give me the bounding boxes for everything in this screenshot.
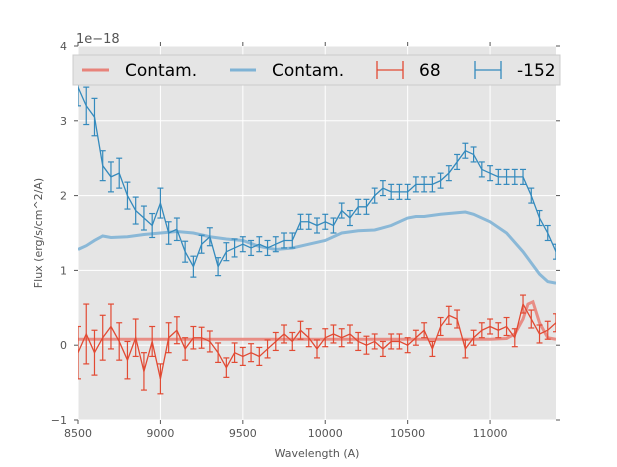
y-axis-label: Flux (erg/s/cm^2/A) <box>32 178 45 288</box>
y-tick-label: 2 <box>60 190 67 203</box>
data-line <box>78 302 556 379</box>
x-tick-label: 9000 <box>146 427 174 440</box>
data-line <box>78 86 556 269</box>
x-tick-label: 11000 <box>473 427 508 440</box>
legend-swatch-neg152 <box>474 61 502 79</box>
y-tick-label: 3 <box>60 115 67 128</box>
legend-label-68: 68 <box>419 61 441 81</box>
y-tick-label: 4 <box>60 40 67 53</box>
legend: Contam. Contam. 68 -152 <box>72 54 561 86</box>
legend-label-red-contam: Contam. <box>125 61 197 81</box>
y-tick-label: 1 <box>60 264 67 277</box>
legend-label-neg152: -152 <box>517 61 556 81</box>
plot-area <box>78 67 556 395</box>
x-tick-label: 9500 <box>229 427 257 440</box>
contam-line-red_contam <box>78 299 556 341</box>
series-group <box>78 67 556 395</box>
x-tick-label: 8500 <box>64 427 92 440</box>
y-tick-label: −1 <box>51 414 67 427</box>
x-tick-label: 10000 <box>308 427 343 440</box>
legend-swatch-68 <box>376 61 404 79</box>
ticks: 8500 9000 9500 10000 10500 11000 −1 0 1 2 3 4 <box>51 40 560 440</box>
errorbar-series--152 <box>78 67 556 278</box>
errorbar-series-68 <box>78 294 556 395</box>
legend-label-blue-contam: Contam. <box>272 61 344 81</box>
y-tick-label: 0 <box>60 339 67 352</box>
y-offset-label: 1e−18 <box>76 32 120 47</box>
contam-line-blue_contam <box>78 210 556 285</box>
x-axis-label: Wavelength (A) <box>275 447 360 460</box>
x-tick-label: 10500 <box>390 427 425 440</box>
